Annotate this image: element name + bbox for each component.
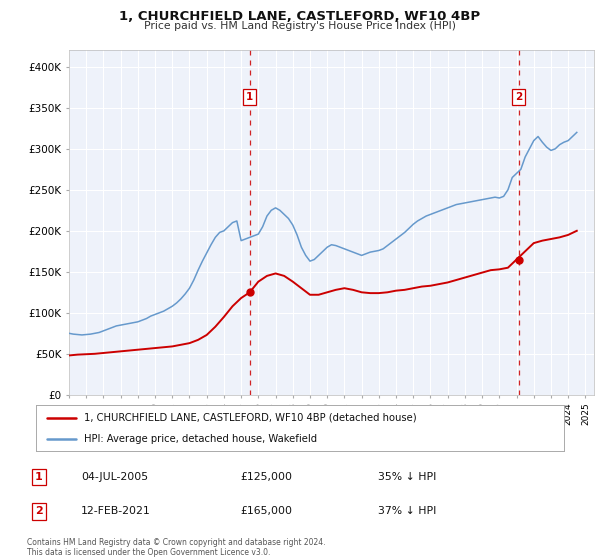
Text: 37% ↓ HPI: 37% ↓ HPI — [378, 506, 436, 516]
Text: 2: 2 — [35, 506, 43, 516]
Text: £165,000: £165,000 — [240, 506, 292, 516]
Text: 35% ↓ HPI: 35% ↓ HPI — [378, 472, 436, 482]
Text: 1: 1 — [35, 472, 43, 482]
Text: Price paid vs. HM Land Registry's House Price Index (HPI): Price paid vs. HM Land Registry's House … — [144, 21, 456, 31]
Text: 1, CHURCHFIELD LANE, CASTLEFORD, WF10 4BP: 1, CHURCHFIELD LANE, CASTLEFORD, WF10 4B… — [119, 10, 481, 23]
Text: £125,000: £125,000 — [240, 472, 292, 482]
Text: 1, CHURCHFIELD LANE, CASTLEFORD, WF10 4BP (detached house): 1, CHURCHFIELD LANE, CASTLEFORD, WF10 4B… — [83, 413, 416, 423]
Text: Contains HM Land Registry data © Crown copyright and database right 2024.
This d: Contains HM Land Registry data © Crown c… — [27, 538, 325, 557]
Text: 12-FEB-2021: 12-FEB-2021 — [81, 506, 151, 516]
Text: HPI: Average price, detached house, Wakefield: HPI: Average price, detached house, Wake… — [83, 435, 317, 444]
Text: 04-JUL-2005: 04-JUL-2005 — [81, 472, 148, 482]
Text: 2: 2 — [515, 92, 522, 102]
Text: 1: 1 — [246, 92, 253, 102]
